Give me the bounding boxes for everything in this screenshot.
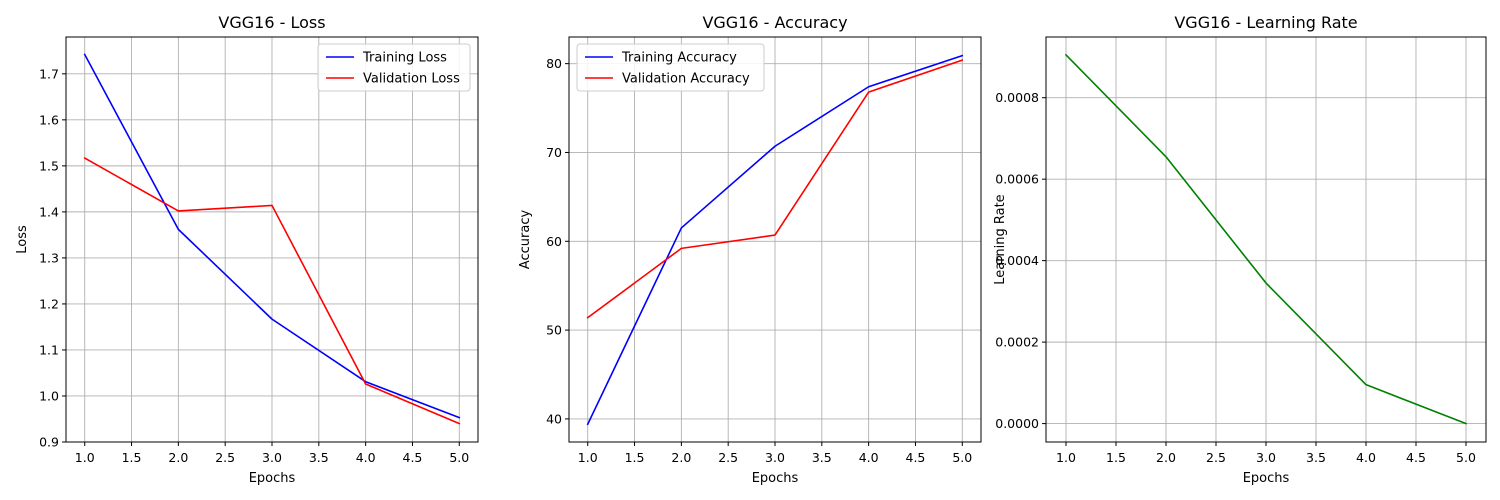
y-axis-label: Accuracy — [518, 210, 533, 270]
chart-title: VGG16 - Loss — [218, 13, 325, 32]
y-tick-label: 0.0002 — [995, 335, 1039, 350]
x-tick-label: 1.5 — [1106, 450, 1126, 465]
x-tick-label: 3.0 — [1256, 450, 1276, 465]
y-tick-label: 1.0 — [39, 388, 59, 403]
series-line-1 — [1064, 53, 1468, 425]
y-tick-label: 80 — [546, 56, 562, 71]
chart-title: VGG16 - Accuracy — [702, 13, 847, 32]
x-tick-label: 2.5 — [1206, 450, 1226, 465]
x-axis-label: Epochs — [249, 471, 296, 486]
x-tick-label: 4.0 — [859, 450, 879, 465]
series-line-2 — [83, 156, 461, 425]
legend-entry-1: Training Accuracy — [621, 51, 737, 66]
x-tick-label: 1.0 — [75, 450, 95, 465]
y-tick-label: 1.1 — [39, 342, 59, 357]
y-tick-label: 1.7 — [39, 66, 59, 81]
y-tick-label: 50 — [546, 323, 562, 338]
y-tick-label: 1.6 — [39, 112, 59, 127]
y-tick-label: 0.0006 — [995, 172, 1039, 187]
y-axis-label: Loss — [15, 225, 30, 254]
chart-panel-1: 1.0 1.5 2.0 2.5 3.0 3.5 4.0 4.5 5.0 0.9 1.0 1.1 1.2 1… — [15, 13, 479, 486]
x-tick-label: 4.5 — [906, 450, 926, 465]
x-tick-label: 1.0 — [578, 450, 598, 465]
y-tick-label: 60 — [546, 234, 562, 249]
y-tick-label: 70 — [546, 145, 562, 160]
series-line-1 — [586, 54, 964, 426]
legend: Training Accuracy Validation Accuracy — [576, 43, 765, 92]
x-tick-label: 3.0 — [262, 450, 282, 465]
x-tick-label: 1.5 — [122, 450, 142, 465]
x-tick-label: 4.5 — [403, 450, 423, 465]
legend-frame — [576, 43, 765, 92]
y-tick-label: 1.4 — [39, 204, 59, 219]
x-tick-label: 3.5 — [1306, 450, 1326, 465]
x-axis-label: Epochs — [1243, 471, 1290, 486]
series-line-2 — [586, 59, 964, 319]
x-tick-label: 2.0 — [671, 450, 691, 465]
legend-entry-2: Validation Loss — [363, 72, 460, 87]
y-tick-label: 0.0008 — [995, 90, 1039, 105]
y-tick-label: 1.2 — [39, 296, 59, 311]
legend-entry-1: Training Loss — [362, 51, 447, 66]
y-tick-label: 1.5 — [39, 158, 59, 173]
x-tick-label: 4.5 — [1406, 450, 1426, 465]
chart-title: VGG16 - Learning Rate — [1174, 13, 1357, 32]
x-tick-label: 2.5 — [718, 450, 738, 465]
legend-frame — [317, 43, 471, 92]
x-tick-label: 2.0 — [168, 450, 188, 465]
x-tick-label: 3.5 — [812, 450, 832, 465]
series-line-1 — [83, 53, 461, 419]
x-tick-label: 1.5 — [625, 450, 645, 465]
x-tick-label: 2.5 — [215, 450, 235, 465]
y-tick-label: 1.3 — [39, 250, 59, 265]
y-tick-label: 0.0004 — [995, 253, 1039, 268]
y-axis-label: Learning Rate — [993, 194, 1008, 284]
x-tick-label: 1.0 — [1056, 450, 1076, 465]
legend-entry-2: Validation Accuracy — [622, 72, 750, 87]
x-tick-label: 5.0 — [1456, 450, 1476, 465]
chart-panel-3: 1.0 1.5 2.0 2.5 3.0 3.5 4.0 4.5 5.0 0.0000 0.0002 0… — [993, 13, 1487, 486]
x-tick-label: 3.0 — [765, 450, 785, 465]
chart-panel-2: 1.0 1.5 2.0 2.5 3.0 3.5 4.0 4.5 5.0 40 50 60 70 80 VGG… — [518, 13, 982, 486]
x-tick-label: 3.5 — [309, 450, 329, 465]
x-tick-label: 2.0 — [1156, 450, 1176, 465]
grid — [1046, 37, 1486, 442]
x-axis-label: Epochs — [752, 471, 799, 486]
y-tick-label: 0.9 — [39, 435, 59, 450]
legend: Training Loss Validation Loss — [317, 43, 471, 92]
grid — [569, 37, 981, 442]
y-tick-label: 0.0000 — [995, 416, 1039, 431]
x-tick-label: 4.0 — [1356, 450, 1376, 465]
x-tick-label: 4.0 — [356, 450, 376, 465]
x-tick-label: 5.0 — [952, 450, 972, 465]
x-tick-label: 5.0 — [449, 450, 469, 465]
y-tick-label: 40 — [546, 411, 562, 426]
